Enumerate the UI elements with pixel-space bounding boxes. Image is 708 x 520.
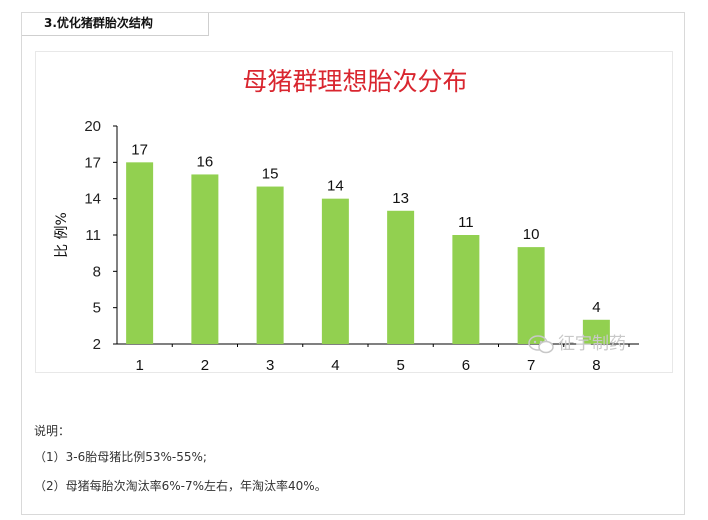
bar	[191, 174, 219, 344]
note-line-1: （1）3-6胎母猪比例53%-55%;	[34, 450, 207, 464]
data-label: 11	[458, 214, 474, 231]
bar	[256, 186, 284, 344]
data-label: 4	[592, 299, 600, 316]
bar	[452, 235, 480, 344]
chart-container: 母猪群理想胎次分布 2 5 8 11 14 17 20 比 例% 17 1 16 2 15 3 14 4 13 5 1…	[35, 51, 673, 374]
x-tick-label: 6	[462, 357, 470, 374]
data-label: 13	[392, 190, 409, 207]
y-tick-label: 2	[93, 336, 101, 353]
data-label: 10	[523, 226, 540, 243]
bar	[387, 210, 415, 344]
article-frame: 3.优化猪群胎次结构	[21, 12, 685, 515]
bar	[126, 162, 154, 344]
bar	[321, 198, 349, 344]
data-label: 16	[197, 153, 214, 170]
data-label: 14	[327, 178, 344, 195]
x-tick-label: 8	[592, 357, 600, 374]
data-label: 17	[131, 141, 148, 158]
data-label: 15	[262, 166, 279, 183]
watermark: 征宇制药	[528, 329, 626, 354]
section-title: 3.优化猪群胎次结构	[44, 16, 153, 30]
watermark-text: 征宇制药	[558, 334, 626, 354]
section-heading-box: 3.优化猪群胎次结构	[22, 13, 209, 36]
x-tick-label: 2	[201, 357, 209, 374]
x-tick-label: 1	[135, 357, 143, 374]
y-tick-label: 11	[85, 227, 101, 244]
note-line-2: （2）母猪每胎次淘汰率6%-7%左右，年淘汰率40%。	[34, 479, 327, 493]
y-tick-label: 5	[93, 300, 101, 317]
y-tick-label: 17	[84, 154, 101, 171]
x-tick-label: 5	[396, 357, 404, 374]
wechat-icon	[528, 335, 554, 354]
bar	[517, 247, 545, 344]
chart-title: 母猪群理想胎次分布	[242, 67, 467, 96]
bar	[582, 319, 610, 344]
y-tick-label: 20	[84, 118, 101, 135]
y-tick-label: 8	[93, 263, 101, 280]
x-tick-label: 7	[527, 357, 535, 374]
notes-title: 说明：	[34, 424, 71, 438]
y-axis-label: 比 例%	[54, 212, 70, 258]
x-tick-label: 3	[266, 357, 274, 374]
y-tick-label: 14	[84, 191, 101, 208]
x-tick-label: 4	[331, 357, 339, 374]
